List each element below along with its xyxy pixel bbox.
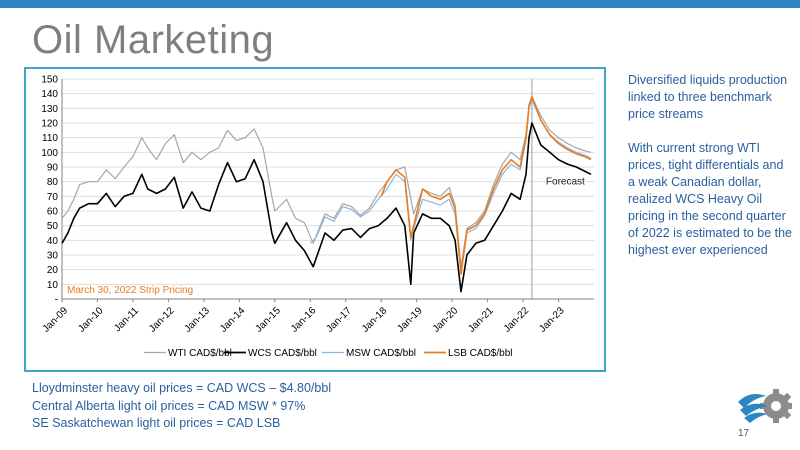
chart-frame: - 10 20 30 40 50 60 70 80 90 100 110 120 130 140 150 Jan… xyxy=(24,67,606,372)
x-tick-label: Jan-19 xyxy=(395,305,425,335)
y-tick-label: 20 xyxy=(47,265,59,276)
x-tick-label: Jan-10 xyxy=(76,305,106,335)
slide-title: Oil Marketing xyxy=(32,18,275,62)
x-tick-label: Jan-11 xyxy=(112,305,141,334)
side-text: Diversified liquids production linked to… xyxy=(628,72,793,276)
pricing-notes: Lloydminster heavy oil prices = CAD WCS … xyxy=(32,380,331,433)
y-tick-label: 140 xyxy=(41,89,58,100)
x-tick-label: Jan-12 xyxy=(147,305,177,335)
x-tick-label: Jan-18 xyxy=(360,305,390,335)
side-paragraph-1: Diversified liquids production linked to… xyxy=(628,73,788,121)
y-tick-label: 60 xyxy=(47,207,59,218)
x-tick-label: Jan-14 xyxy=(218,305,248,335)
x-tick-label: Jan-13 xyxy=(183,305,213,335)
series-line-wti xyxy=(61,96,592,268)
legend-label-lsb: LSB CAD$/bbl xyxy=(448,348,512,359)
y-tick-label: 100 xyxy=(41,148,58,159)
series-line-lsb xyxy=(380,95,592,275)
note-se-saskatchewan: SE Saskatchewan light oil prices = CAD L… xyxy=(32,416,281,430)
y-tick-label: 110 xyxy=(42,133,58,144)
x-tick-label: Jan-17 xyxy=(324,305,354,335)
y-tick-label: 50 xyxy=(47,221,59,232)
legend-label-msw: MSW CAD$/bbl xyxy=(346,348,416,359)
y-tick-label: 70 xyxy=(47,192,59,203)
line-chart: - 10 20 30 40 50 60 70 80 90 100 110 120 130 140 150 Jan… xyxy=(41,75,594,359)
top-accent-bar xyxy=(0,0,800,8)
y-tick-label: 120 xyxy=(41,119,58,130)
y-tick-label: 150 xyxy=(41,75,58,86)
x-tick-label: Jan-23 xyxy=(537,305,567,335)
strip-pricing-annotation: March 30, 2022 Strip Pricing xyxy=(67,285,193,296)
y-tick-label: 10 xyxy=(47,280,59,291)
y-tick-label: 40 xyxy=(47,236,59,247)
y-tick-label: 30 xyxy=(47,251,59,262)
x-tick-label: Jan-16 xyxy=(289,305,319,335)
legend-label-wti: WTI CAD$/bbl xyxy=(168,348,232,359)
y-tick-label: 90 xyxy=(47,163,59,174)
x-tick-label: Jan-15 xyxy=(254,305,284,335)
side-paragraph-2: With current strong WTI prices, tight di… xyxy=(628,141,792,257)
series-line-wcs xyxy=(61,122,592,293)
y-tick-label: 80 xyxy=(47,177,59,188)
y-tick-label: - xyxy=(55,295,58,306)
x-tick-label: Jan-20 xyxy=(431,305,461,335)
gear-wave-logo-icon xyxy=(736,382,796,432)
x-tick-label: Jan-21 xyxy=(466,305,496,335)
legend-label-wcs: WCS CAD$/bbl xyxy=(248,348,317,359)
note-lloydminster: Lloydminster heavy oil prices = CAD WCS … xyxy=(32,381,332,395)
page-number: 17 xyxy=(738,428,750,439)
note-central-alberta: Central Alberta light oil prices = CAD M… xyxy=(32,398,306,413)
x-tick-label: Jan-22 xyxy=(502,305,532,335)
forecast-annotation: Forecast xyxy=(546,177,585,188)
x-tick-label: Jan-09 xyxy=(41,305,71,335)
y-tick-label: 130 xyxy=(41,104,58,115)
